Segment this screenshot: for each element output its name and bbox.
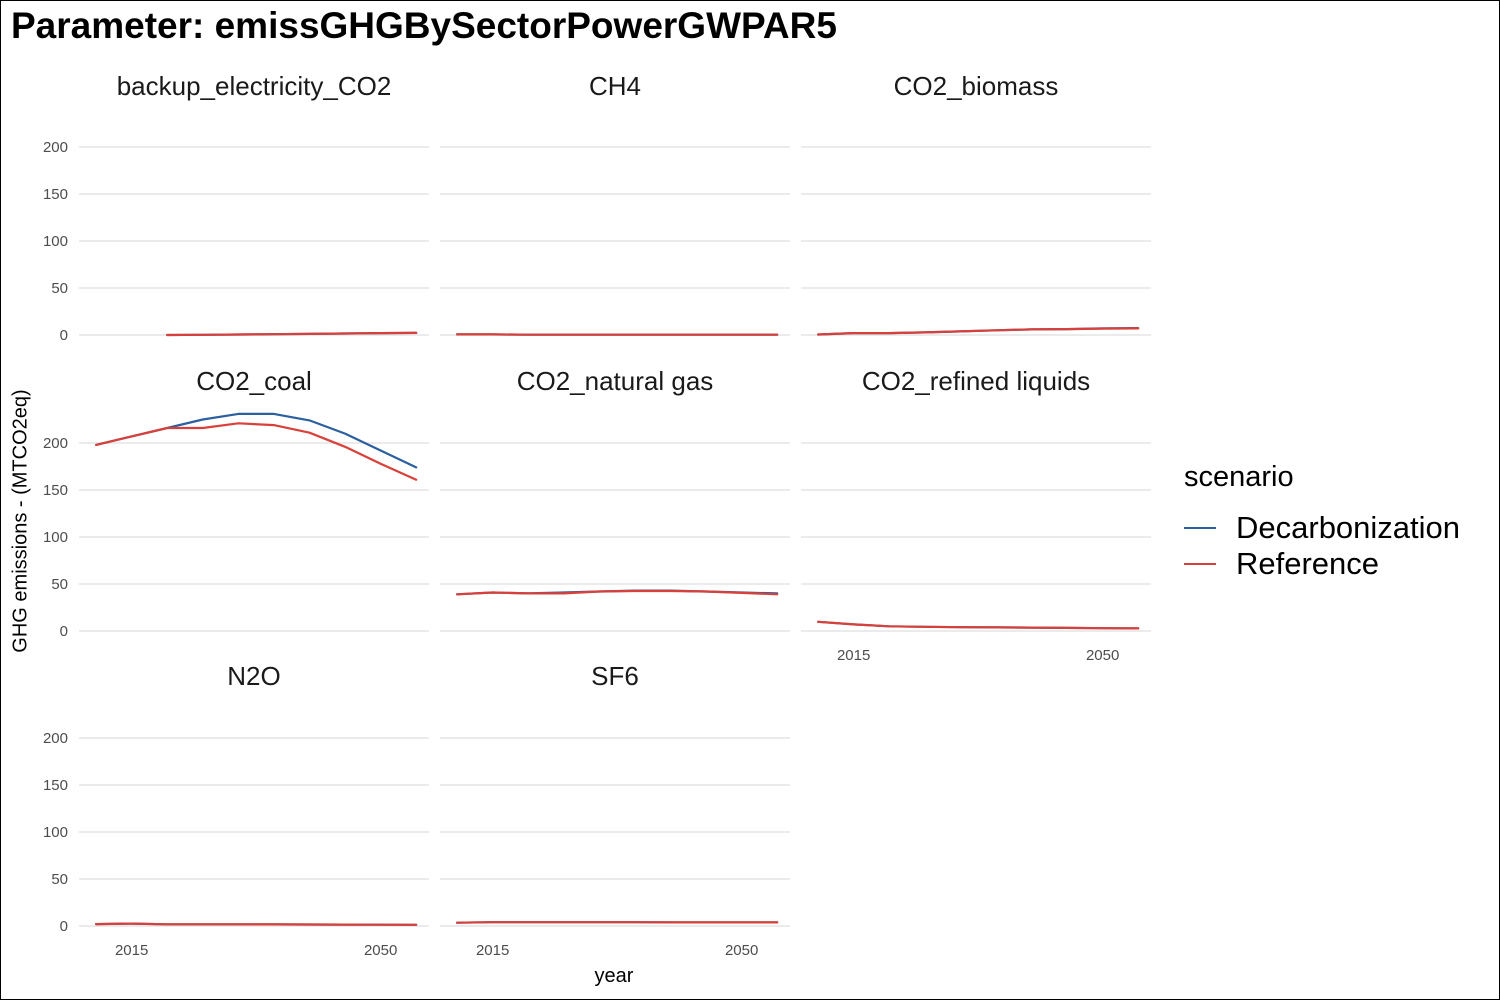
x-axis-label: year bbox=[594, 965, 634, 987]
y-tick-label: 100 bbox=[43, 824, 68, 841]
y-tick-label: 100 bbox=[43, 233, 68, 250]
page-title: Parameter: emissGHGBySectorPowerGWPAR5 bbox=[11, 5, 837, 46]
series-line-reference bbox=[816, 327, 1140, 336]
y-tick-label: 150 bbox=[43, 186, 68, 203]
facet-title: CO2_biomass bbox=[894, 71, 1059, 101]
y-tick-label: 100 bbox=[43, 529, 68, 546]
legend-key-decarbonization bbox=[1184, 527, 1216, 529]
y-tick-label: 200 bbox=[43, 139, 68, 156]
x-tick-label: 2015 bbox=[476, 942, 509, 959]
facet-panel-backup-electricity-co2: 0 50 100 150 200 backup_electricity_CO2 bbox=[43, 71, 429, 344]
y-tick-label: 50 bbox=[51, 576, 68, 593]
facet-title: CO2_coal bbox=[196, 366, 312, 396]
y-tick-label: 0 bbox=[60, 327, 68, 344]
series-line-reference bbox=[456, 589, 779, 596]
legend-label-decarbonization: Decarbonization bbox=[1236, 510, 1461, 545]
legend: scenario Decarbonization Reference bbox=[1184, 461, 1460, 582]
legend-item-reference: Reference bbox=[1184, 546, 1460, 582]
facet-panel-co2-natural-gas: CO2_natural gas bbox=[440, 366, 790, 632]
facet-panel-n2o: 0 50 100 150 200 2015 2050 N2O bbox=[43, 661, 429, 959]
x-tick-label: 2015 bbox=[837, 647, 870, 664]
y-tick-label: 0 bbox=[60, 918, 68, 935]
facet-title: CH4 bbox=[589, 71, 641, 101]
series-line-decarbonization bbox=[94, 412, 418, 469]
facet-panel-co2-refined-liquids: 2015 2050 CO2_refined liquids bbox=[801, 366, 1151, 664]
x-tick-label: 2050 bbox=[364, 942, 397, 959]
y-tick-label: 50 bbox=[51, 871, 68, 888]
facet-panel-co2-coal: 0 50 100 150 200 CO2_coal bbox=[43, 366, 429, 640]
legend-label-reference: Reference bbox=[1236, 546, 1380, 581]
legend-title: scenario bbox=[1184, 461, 1294, 493]
series-line-reference bbox=[166, 331, 418, 337]
legend-key-reference bbox=[1184, 563, 1216, 565]
y-tick-label: 200 bbox=[43, 435, 68, 452]
y-tick-label: 150 bbox=[43, 777, 68, 794]
y-tick-label: 150 bbox=[43, 482, 68, 499]
series-line-reference bbox=[456, 921, 779, 924]
facet-title: SF6 bbox=[591, 661, 639, 691]
y-tick-label: 0 bbox=[60, 623, 68, 640]
legend-item-decarbonization: Decarbonization bbox=[1184, 510, 1460, 546]
facet-panel-ch4: CH4 bbox=[440, 71, 790, 336]
x-tick-label: 2050 bbox=[725, 942, 758, 959]
facet-panel-sf6: 2015 2050 SF6 bbox=[440, 661, 790, 959]
facet-title: N2O bbox=[227, 661, 280, 691]
facet-title: CO2_refined liquids bbox=[862, 366, 1090, 396]
y-axis-label: GHG emissions - (MTCO2eq) bbox=[9, 389, 32, 653]
x-tick-label: 2050 bbox=[1086, 647, 1119, 664]
series-line-reference bbox=[816, 620, 1140, 630]
facet-panel-co2-biomass: CO2_biomass bbox=[801, 71, 1151, 336]
series-line-reference bbox=[94, 922, 418, 926]
x-tick-label: 2015 bbox=[115, 942, 148, 959]
y-tick-label: 50 bbox=[51, 280, 68, 297]
facet-title: CO2_natural gas bbox=[517, 366, 714, 396]
series-line-reference bbox=[94, 422, 418, 481]
y-tick-label: 200 bbox=[43, 730, 68, 747]
facet-title: backup_electricity_CO2 bbox=[117, 71, 392, 101]
